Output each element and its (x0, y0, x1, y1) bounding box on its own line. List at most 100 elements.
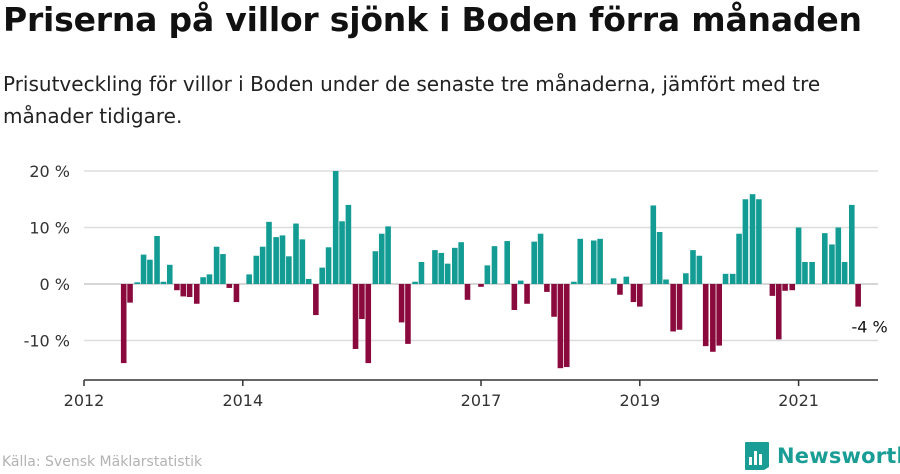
bar (345, 204, 352, 284)
bar (398, 284, 405, 323)
bar (325, 247, 332, 284)
bar (352, 284, 359, 349)
bar (557, 284, 564, 369)
bar (802, 261, 808, 284)
x-tick-label: 2017 (461, 391, 502, 410)
newsworthy-logo-icon (745, 442, 769, 470)
bar (650, 205, 657, 284)
bar (544, 284, 550, 292)
bar (286, 256, 292, 284)
bar (266, 221, 272, 284)
bar (742, 199, 749, 284)
bar (259, 246, 266, 284)
x-tick-label: 2019 (619, 391, 660, 410)
bar (432, 250, 438, 284)
bar (206, 274, 213, 284)
bar (332, 171, 339, 284)
page-title: Priserna på villor sjönk i Boden förra m… (3, 0, 862, 39)
bar (464, 284, 471, 300)
bar (716, 284, 722, 346)
bar (683, 273, 689, 284)
bar (524, 284, 530, 304)
bar (511, 284, 518, 310)
source-note: Källa: Svensk Mäklarstatistik (2, 454, 203, 470)
bar (478, 284, 484, 287)
bar (458, 242, 464, 284)
x-tick-label: 2021 (778, 391, 819, 410)
bar (385, 226, 391, 284)
bar (537, 233, 544, 284)
bar (305, 278, 312, 284)
bar (246, 274, 252, 284)
bar (339, 221, 345, 284)
bar (722, 273, 729, 284)
bar (180, 284, 187, 297)
bar (775, 284, 782, 340)
bar (213, 246, 220, 284)
bar (359, 284, 365, 320)
bar (174, 284, 180, 291)
bar (563, 284, 570, 368)
bar (841, 261, 848, 284)
y-tick-label: 10 % (29, 219, 70, 238)
bar (517, 280, 524, 284)
bar (855, 284, 861, 307)
bar (412, 281, 418, 284)
bar (120, 284, 127, 364)
bar (590, 240, 597, 284)
bar (835, 227, 842, 284)
bar (690, 250, 696, 284)
bar (127, 284, 133, 303)
bar (822, 233, 828, 284)
brand[interactable]: Newsworthy (744, 440, 900, 472)
bar (147, 259, 153, 284)
axis-layer: 20 % 10 % 0 % -10 % 2012 2014 2017 2019 2021 -4 % (24, 162, 888, 410)
y-tick-label: 0 % (40, 275, 70, 294)
bar (313, 284, 319, 316)
y-tick-label: 20 % (29, 162, 70, 181)
bar (293, 223, 299, 284)
bar (378, 233, 385, 284)
last-value-annotation: -4 % (852, 318, 888, 337)
bar (736, 233, 742, 284)
bar (571, 281, 577, 284)
bar (663, 279, 669, 284)
bar (702, 284, 709, 347)
bar (504, 241, 510, 284)
bar (226, 284, 233, 288)
bar (670, 284, 676, 332)
bar (273, 237, 279, 284)
bar (140, 254, 147, 284)
bar (438, 252, 445, 284)
bar (365, 284, 372, 364)
bar (577, 238, 584, 284)
bar (610, 278, 617, 284)
bar (630, 284, 637, 303)
bar (193, 284, 200, 304)
bar (789, 284, 796, 291)
bar (676, 284, 683, 330)
bar (444, 263, 451, 284)
bar (656, 232, 663, 284)
bar (769, 284, 776, 296)
bar (484, 265, 491, 284)
bar (452, 247, 458, 284)
bar (696, 255, 703, 284)
bar (491, 246, 498, 284)
bar (531, 241, 537, 285)
x-tick-label: 2014 (222, 391, 263, 410)
bar (729, 273, 736, 284)
bar (299, 239, 306, 284)
bar (597, 238, 603, 284)
bar (372, 251, 379, 284)
bar (849, 204, 855, 284)
bar (782, 284, 788, 291)
bar (749, 194, 756, 284)
bar-layer (120, 171, 861, 369)
bar (220, 254, 226, 284)
bar (829, 244, 835, 284)
bar (710, 284, 716, 352)
bar (637, 284, 643, 307)
bar (166, 264, 173, 284)
